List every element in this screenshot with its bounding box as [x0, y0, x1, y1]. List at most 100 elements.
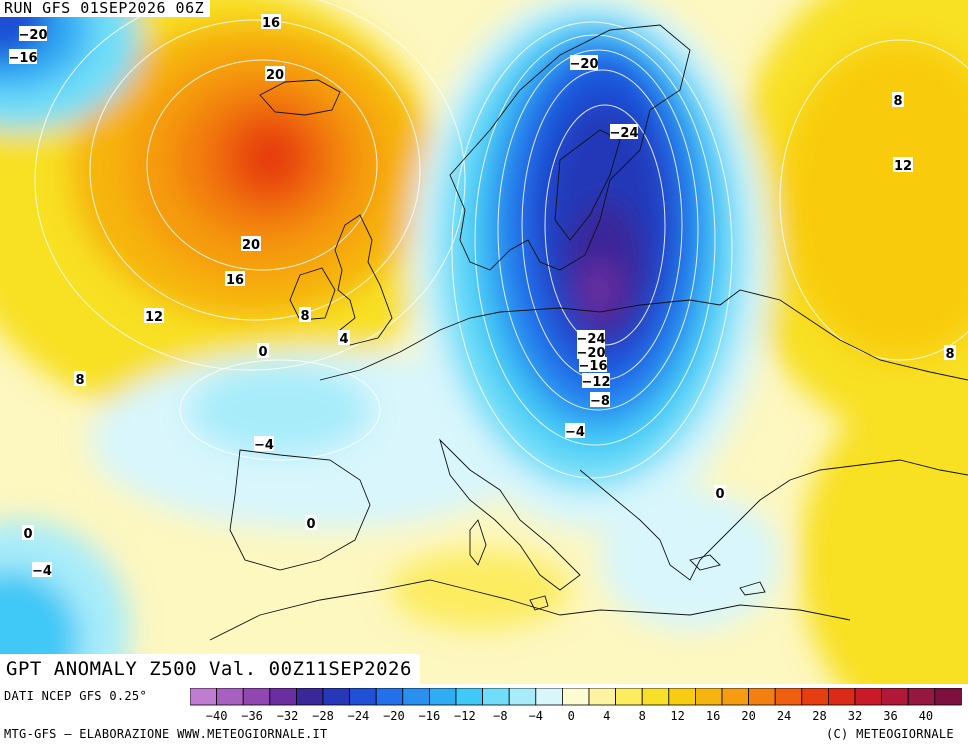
contour-label: 0	[305, 515, 317, 532]
contour-label: −24	[577, 330, 606, 347]
scale-tick-label: 20	[741, 709, 755, 723]
contour-label-text: 0	[715, 487, 724, 502]
contour-label-text: −4	[254, 438, 274, 453]
color-swatch	[482, 688, 510, 706]
contour-label: −4	[565, 423, 585, 440]
contour-label-text: −20	[19, 28, 48, 43]
contour-label: 0	[714, 485, 726, 502]
contour-label: 20	[265, 66, 285, 83]
scale-tick-label: −28	[312, 709, 334, 723]
contour-label-text: 20	[266, 68, 284, 83]
contour-label: 12	[893, 157, 913, 174]
color-swatch	[774, 688, 803, 706]
contour-label: 20	[241, 236, 261, 253]
contour-label-text: −24	[610, 126, 639, 141]
contour-label: 8	[74, 371, 86, 388]
color-swatch	[535, 688, 563, 706]
color-swatch	[801, 688, 829, 706]
contour-label: −20	[19, 26, 48, 43]
color-swatch	[216, 688, 244, 706]
scale-tick-label: 28	[812, 709, 826, 723]
contour-label-text: −16	[9, 51, 38, 66]
data-source-label: DATI NCEP GFS 0.25°	[4, 689, 147, 703]
scale-tick-label: −12	[454, 709, 476, 723]
contour-label-text: 16	[226, 273, 244, 288]
color-swatch	[428, 688, 457, 706]
contour-label-text: 0	[23, 527, 32, 542]
contour-label: 0	[22, 525, 34, 542]
color-swatch	[907, 688, 936, 706]
color-swatch	[349, 688, 377, 706]
producer-label: MTG-GFS – ELABORAZIONE WWW.METEOGIORNALE…	[4, 727, 328, 741]
contour-label-text: −24	[577, 332, 606, 347]
contour-label-text: 8	[75, 373, 84, 388]
scale-tick-label: 12	[670, 709, 684, 723]
contour-label: 0	[257, 343, 269, 360]
contour-label-text: −4	[32, 564, 52, 579]
scale-tick-label: 32	[848, 709, 862, 723]
contour-label-text: −8	[590, 394, 610, 409]
contour-label-text: 12	[145, 310, 163, 325]
scale-tick-label: 16	[706, 709, 720, 723]
scale-tick-label: 4	[603, 709, 610, 723]
anomaly-fill	[0, 0, 968, 684]
color-swatch	[588, 688, 617, 706]
color-swatch	[721, 688, 750, 706]
contour-label: −20	[570, 55, 599, 72]
color-swatch	[508, 688, 537, 706]
color-swatch	[269, 688, 297, 706]
contour-label-text: 20	[242, 238, 260, 253]
contour-label: −4	[32, 562, 52, 579]
scale-tick-label: 36	[883, 709, 897, 723]
coastlines	[209, 24, 968, 641]
contour-label: 8	[299, 307, 311, 324]
contour-label: 16	[225, 271, 245, 288]
copyright-label: (C) METEOGIORNALE	[826, 727, 954, 741]
contour-label-text: 12	[894, 159, 912, 174]
contour-label: 8	[892, 92, 904, 109]
contour-label: 12	[144, 308, 164, 325]
contour-label: −12	[582, 373, 611, 390]
contour-label-text: −12	[582, 375, 611, 390]
color-swatch	[561, 688, 590, 706]
scale-tick-label: −36	[241, 709, 263, 723]
color-swatch	[455, 688, 484, 706]
contour-label: 8	[944, 345, 956, 362]
color-swatch	[242, 688, 271, 706]
color-swatch	[296, 688, 324, 706]
isolines	[34, 0, 968, 479]
color-swatch	[934, 688, 962, 706]
scale-tick-label: 40	[919, 709, 933, 723]
color-swatch	[615, 688, 643, 706]
contour-label-text: 8	[300, 309, 309, 324]
scale-tick-label: 0	[568, 709, 575, 723]
scale-tick-label: −32	[277, 709, 299, 723]
scale-tick-label: −16	[419, 709, 441, 723]
contour-label-text: 16	[262, 16, 280, 31]
contour-label: 16	[261, 14, 281, 31]
scale-tick-label: 24	[777, 709, 791, 723]
contour-label-text: −20	[570, 57, 599, 72]
contour-label: −16	[9, 49, 38, 66]
map-area: −20 −16 16 20 20 16 12 8 8 0 4 −4 0 −20 −24 −24 −20 −16 −1…	[0, 0, 968, 684]
color-swatch	[748, 688, 776, 706]
scale-tick-label: −20	[383, 709, 405, 723]
contour-label-text: 0	[258, 345, 267, 360]
run-label: RUN GFS 01SEP2026 06Z	[0, 0, 211, 17]
contour-label: −4	[254, 436, 274, 453]
map-title: GPT ANOMALY Z500 Val. 00Z11SEP2026	[0, 654, 420, 684]
color-swatch	[694, 688, 723, 706]
scale-tick-label: −40	[206, 709, 228, 723]
scale-tick-label: −8	[493, 709, 507, 723]
contour-label-text: 8	[893, 94, 902, 109]
color-swatch	[641, 688, 670, 706]
scale-tick-label: 8	[639, 709, 646, 723]
contour-label-text: 0	[306, 517, 315, 532]
contour-label: −8	[590, 392, 610, 409]
color-swatch	[375, 688, 404, 706]
scale-tick-label: −4	[529, 709, 543, 723]
color-scale-legend: −40 −36 −32 −28 −24 −20 −16 −12 −8 −4 0 4 8 12 16 20 24 2…	[190, 688, 962, 723]
